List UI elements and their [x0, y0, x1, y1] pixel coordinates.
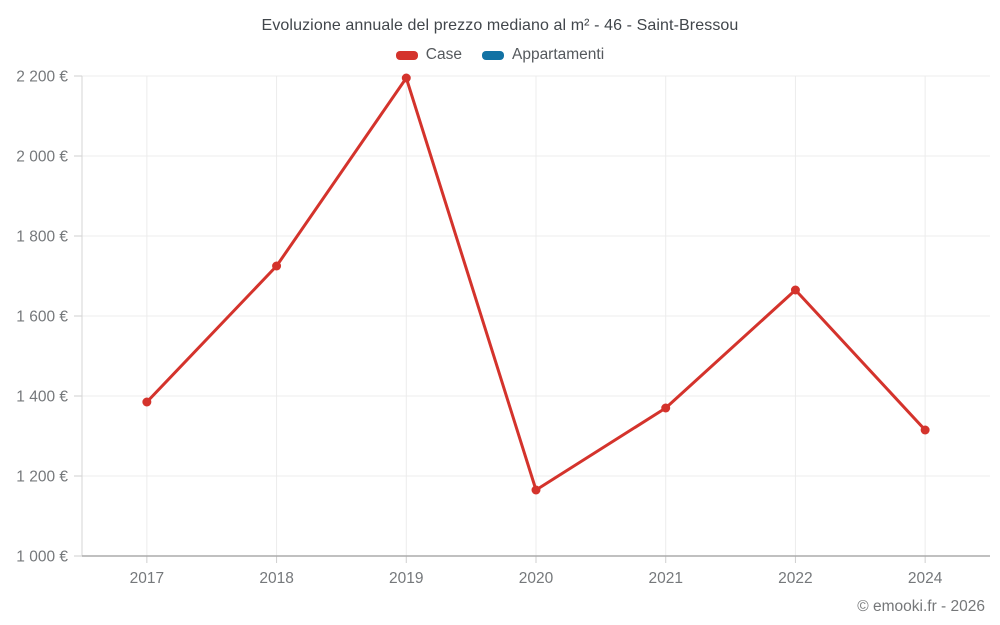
copyright: © emooki.fr - 2026: [857, 598, 985, 615]
axis-lines: [74, 75, 990, 563]
legend-label-appartamenti: Appartamenti: [511, 46, 605, 63]
legend-item-case[interactable]: Case: [395, 46, 462, 64]
x-tick-label: 2024: [908, 570, 943, 587]
data-point[interactable]: [142, 397, 152, 407]
y-tick-label: 2 000 €: [16, 149, 68, 166]
axis-tick-labels: 1 000 € 1 200 € 1 400 € 1 600 € 1 800 € 2 000…: [16, 69, 942, 588]
legend-item-appartamenti[interactable]: Appartamenti: [481, 46, 605, 64]
legend-swatch-appartamenti-icon: [481, 50, 504, 60]
x-tick-label: 2022: [778, 570, 812, 587]
y-tick-label: 2 200 €: [16, 69, 68, 86]
chart-title: Evoluzione annuale del prezzo mediano al…: [261, 17, 739, 34]
y-tick-label: 1 000 €: [16, 549, 68, 566]
x-tick-label: 2017: [130, 570, 164, 587]
data-point[interactable]: [661, 403, 671, 413]
y-tick-label: 1 200 €: [16, 469, 68, 486]
y-tick-label: 1 800 €: [16, 229, 68, 246]
x-tick-label: 2020: [519, 570, 554, 587]
gridlines: [82, 75, 990, 556]
y-tick-label: 1 600 €: [16, 309, 68, 326]
data-point[interactable]: [790, 285, 800, 295]
data-point[interactable]: [401, 73, 411, 83]
legend-label-case: Case: [425, 46, 462, 63]
x-tick-label: 2019: [389, 570, 423, 587]
data-point[interactable]: [920, 425, 930, 435]
x-tick-label: 2018: [259, 570, 293, 587]
data-point[interactable]: [531, 485, 541, 495]
legend: Case Appartamenti: [0, 46, 1000, 64]
series-points-case: [142, 73, 930, 495]
x-tick-label: 2021: [648, 570, 682, 587]
data-point[interactable]: [272, 261, 282, 271]
y-tick-label: 1 400 €: [16, 389, 68, 406]
legend-swatch-case-icon: [395, 50, 418, 60]
